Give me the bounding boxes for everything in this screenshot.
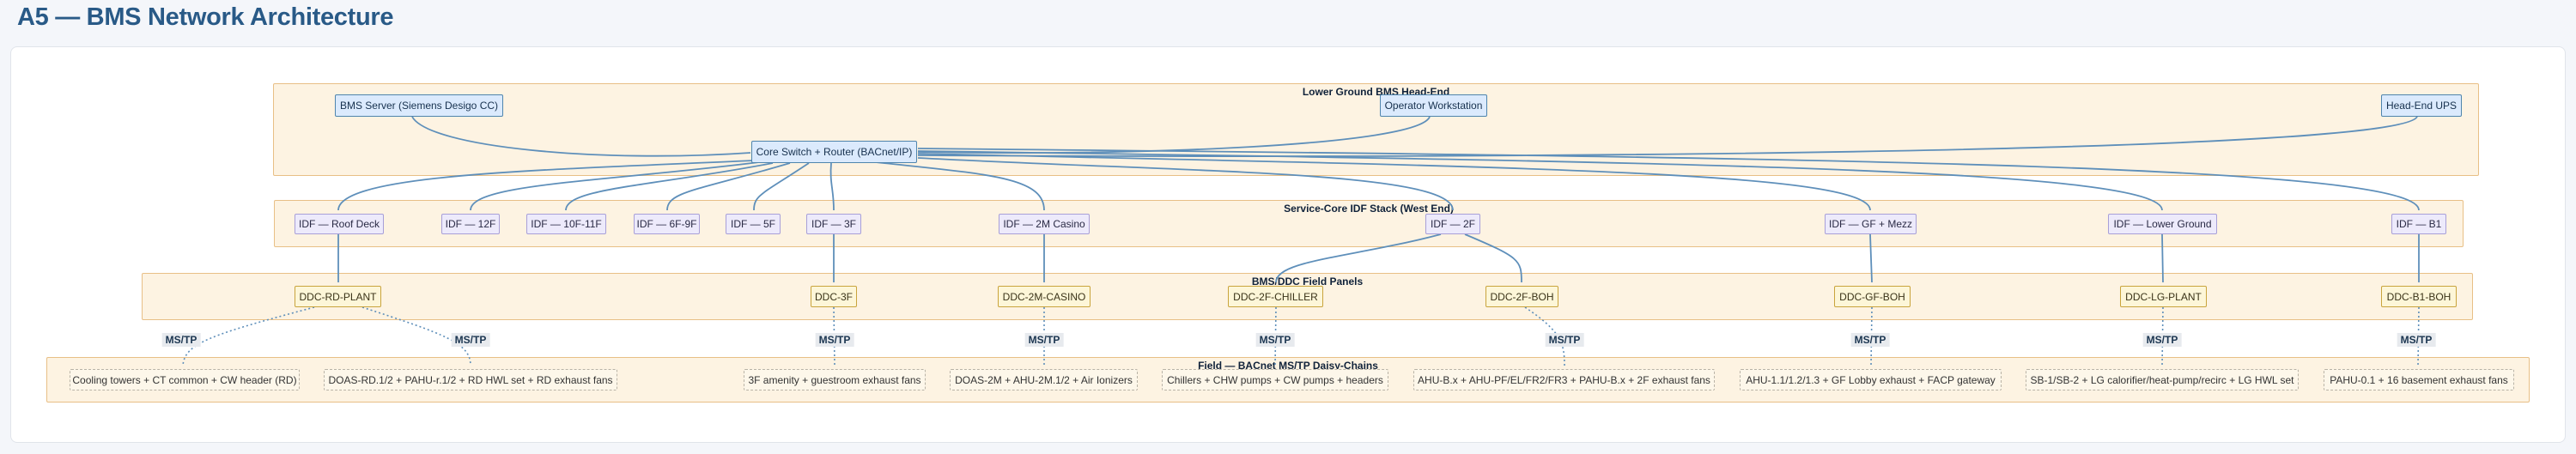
- edge-operator-workstation--core-switch: [917, 116, 1431, 154]
- node-core-switch: Core Switch + Router (BACnet/IP): [751, 141, 917, 163]
- page-title: A5 — BMS Network Architecture: [17, 3, 394, 31]
- group-label-field-chains: Field — BACnet MS/TP Daisy-Chains: [1198, 360, 1378, 372]
- node-ddc-3f: DDC-3F: [811, 286, 857, 307]
- node-ddc-2f-chiller: DDC-2F-CHILLER: [1228, 286, 1323, 307]
- node-idf-10f-11f: IDF — 10F-11F: [526, 214, 606, 234]
- bus-label-mstp-3: MS/TP: [1024, 333, 1064, 348]
- node-idf-5f: IDF — 5F: [726, 214, 781, 234]
- edge-ddc-gf-boh--field-gf: [1870, 306, 1873, 366]
- edge-ddc-b1-boh--field-b1: [2417, 306, 2420, 366]
- edge-core-switch--idf-10f-11f: [565, 162, 774, 211]
- node-head-end-ups: Head-End UPS: [2381, 94, 2462, 117]
- node-idf-gf-mezz: IDF — GF + Mezz: [1825, 214, 1917, 234]
- bus-label-mstp-8: MS/TP: [2397, 333, 2436, 348]
- edge-core-switch--idf-lower-ground: [917, 150, 2163, 211]
- edge-core-switch--idf-3f: [829, 162, 835, 211]
- bus-label-mstp-4: MS/TP: [1255, 333, 1295, 348]
- group-idf-stack: Service-Core IDF Stack (West End): [274, 200, 2464, 247]
- node-ddc-gf-boh: DDC-GF-BOH: [1834, 286, 1911, 307]
- edge-core-switch--idf-2m-casino: [875, 161, 1045, 211]
- bus-label-mstp-1: MS/TP: [451, 333, 490, 348]
- bus-label-mstp-5: MS/TP: [1545, 333, 1584, 348]
- edge-ddc-2f-chiller--field-chillers: [1274, 306, 1277, 366]
- edge-idf-gf-mezz--ddc-gf-boh: [1869, 233, 1873, 283]
- node-idf-2m-casino: IDF — 2M Casino: [999, 214, 1090, 234]
- node-field-gf: AHU-1.1/1.2/1.3 + GF Lobby exhaust + FAC…: [1740, 369, 2002, 390]
- node-idf-2f: IDF — 2F: [1425, 214, 1480, 234]
- node-field-3f: 3F amenity + guestroom exhaust fans: [744, 369, 926, 390]
- edge-ddc-rd-plant--field-rd-cooling: [182, 306, 315, 366]
- node-ddc-2m-casino: DDC-2M-CASINO: [998, 286, 1091, 307]
- bus-label-mstp-0: MS/TP: [161, 333, 201, 348]
- node-ddc-b1-boh: DDC-B1-BOH: [2381, 286, 2457, 307]
- node-bms-server: BMS Server (Siemens Desigo CC): [335, 94, 503, 117]
- node-idf-3f: IDF — 3F: [806, 214, 861, 234]
- node-idf-lower-ground: IDF — Lower Ground: [2108, 214, 2217, 234]
- node-field-rd-cooling: Cooling towers + CT common + CW header (…: [70, 369, 300, 390]
- node-field-chillers: Chillers + CHW pumps + CW pumps + header…: [1162, 369, 1388, 390]
- edge-core-switch--idf-6f-9f: [666, 162, 791, 211]
- edge-core-switch--idf-5f: [753, 162, 810, 211]
- node-field-rd-doas: DOAS-RD.1/2 + PAHU-r.1/2 + RD HWL set + …: [324, 369, 617, 390]
- edge-ddc-3f--field-3f: [833, 306, 835, 366]
- edge-bms-server--core-switch: [411, 116, 751, 157]
- node-idf-12f: IDF — 12F: [441, 214, 500, 234]
- edge-core-switch--idf-roof-deck: [337, 160, 755, 211]
- node-ddc-rd-plant: DDC-RD-PLANT: [295, 286, 381, 307]
- group-label-ddc-panels: BMS/DDC Field Panels: [1251, 275, 1364, 288]
- edge-idf-2f--ddc-2f-boh: [1464, 233, 1522, 283]
- edge-core-switch--idf-2f: [917, 157, 1454, 211]
- edge-core-switch--idf-gf-mezz: [917, 153, 1871, 211]
- node-ddc-2f-boh: DDC-2F-BOH: [1485, 286, 1558, 307]
- node-field-lg: SB-1/SB-2 + LG calorifier/heat-pump/reci…: [2026, 369, 2299, 390]
- bus-label-mstp-6: MS/TP: [1850, 333, 1890, 348]
- node-ddc-lg-plant: DDC-LG-PLANT: [2120, 286, 2207, 307]
- node-idf-b1: IDF — B1: [2391, 214, 2446, 234]
- node-field-2f-boh: AHU-B.x + AHU-PF/EL/FR2/FR3 + PAHU-B.x +…: [1413, 369, 1715, 390]
- edge-ddc-rd-plant--field-rd-doas: [361, 306, 471, 366]
- bus-label-mstp-7: MS/TP: [2142, 333, 2182, 348]
- group-label-idf-stack: Service-Core IDF Stack (West End): [1284, 203, 1454, 215]
- node-field-b1: PAHU-0.1 + 16 basement exhaust fans: [2324, 369, 2514, 390]
- node-idf-6f-9f: IDF — 6F-9F: [634, 214, 700, 234]
- edge-core-switch--idf-b1: [917, 148, 2420, 211]
- bus-label-mstp-2: MS/TP: [815, 333, 854, 348]
- edge-idf-lower-ground--ddc-lg-plant: [2161, 233, 2164, 283]
- node-operator-workstation: Operator Workstation: [1380, 94, 1487, 117]
- node-field-2m: DOAS-2M + AHU-2M.1/2 + Air Ionizers: [950, 369, 1138, 390]
- edge-idf-2f--ddc-2f-chiller: [1275, 233, 1442, 283]
- edge-core-switch--idf-12f: [470, 161, 760, 211]
- edge-ddc-lg-plant--field-lg: [2161, 306, 2164, 366]
- node-idf-roof-deck: IDF — Roof Deck: [295, 214, 384, 234]
- group-headend: Lower Ground BMS Head-End: [273, 83, 2479, 176]
